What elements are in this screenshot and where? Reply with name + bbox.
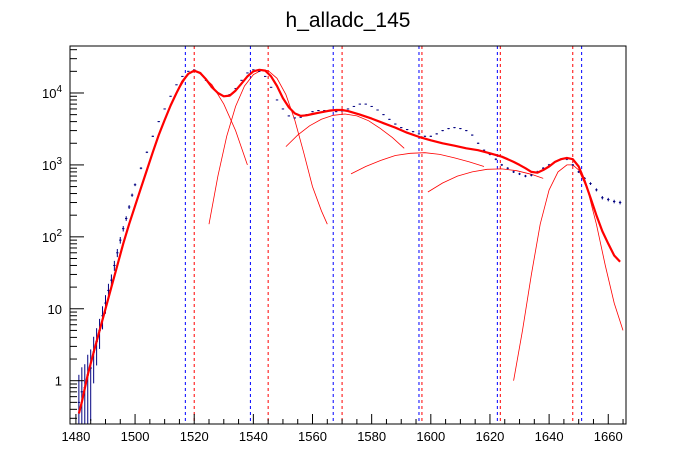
histogram-point-99	[607, 197, 610, 202]
fit-component-3	[350, 152, 485, 175]
histogram-point-50	[317, 110, 320, 112]
x-tick-label-8: 1640	[535, 429, 564, 444]
histogram-point-57	[358, 103, 362, 105]
histogram-point-76	[471, 134, 474, 136]
x-tick-label-7: 1620	[475, 429, 504, 444]
histogram-point-73	[453, 127, 456, 129]
histogram-point-13	[116, 249, 119, 258]
histogram-point-17	[127, 205, 131, 209]
histogram-point-85	[524, 174, 527, 178]
histogram-point-66	[411, 131, 415, 133]
histogram-point-93	[571, 163, 574, 166]
histogram-point-67	[417, 133, 421, 135]
chart-title: h_alladc_145	[286, 9, 411, 32]
histogram-point-84	[518, 172, 521, 176]
histogram-point-24	[163, 108, 166, 110]
fit-total-line	[77, 68, 621, 414]
fit-component-2	[285, 113, 405, 149]
histogram-point-12	[113, 260, 116, 271]
x-axis: 1480 1500 1520 1540 1560 1580 1600 1620 1640 1660	[61, 414, 624, 444]
histogram-point-3	[86, 354, 89, 424]
histogram-point-75	[465, 130, 468, 132]
histogram-point-55	[346, 108, 350, 110]
histogram-point-37	[240, 79, 243, 81]
histogram-point-22	[151, 135, 155, 137]
y-tick-label-3: 103	[42, 156, 62, 173]
histogram-point-20	[139, 167, 143, 170]
histogram-point-21	[145, 151, 149, 154]
histogram-point-101	[618, 200, 622, 205]
histogram-point-45	[287, 115, 291, 117]
histogram-point-65	[405, 129, 409, 131]
histogram-points	[77, 69, 622, 424]
histogram-point-15	[122, 226, 125, 232]
histogram-point-62	[388, 118, 391, 120]
histogram-point-83	[512, 170, 515, 174]
histogram-point-19	[133, 183, 137, 187]
histogram-point-60	[376, 109, 379, 111]
histogram-point-63	[394, 123, 397, 125]
histogram-point-5	[92, 336, 95, 384]
histogram-point-42	[269, 86, 273, 88]
histogram-point-96	[589, 182, 592, 185]
histogram-point-72	[447, 128, 450, 130]
histogram-point-100	[612, 199, 616, 204]
fit-component-0	[93, 70, 248, 353]
histogram-point-43	[275, 99, 279, 101]
histogram-point-98	[601, 196, 604, 200]
histogram-point-69	[429, 135, 433, 137]
histogram-point-74	[459, 128, 462, 130]
histogram-point-68	[423, 135, 427, 137]
y-tick-label-2: 102	[42, 228, 62, 245]
x-tick-label-3: 1540	[239, 429, 268, 444]
histogram-point-14	[119, 237, 122, 244]
y-axis: 1 10 102 103 104	[42, 49, 84, 419]
histogram-point-0	[77, 374, 81, 424]
histogram-point-81	[500, 163, 503, 166]
histogram-point-70	[435, 133, 438, 135]
x-tick-label-4: 1560	[298, 429, 327, 444]
histogram-point-86	[530, 174, 533, 177]
histogram-point-44	[281, 108, 285, 110]
histogram-point-58	[364, 103, 367, 105]
histogram-point-46	[293, 117, 296, 119]
histogram-point-59	[370, 105, 373, 107]
histogram-point-77	[476, 142, 480, 144]
x-tick-label-9: 1660	[594, 429, 623, 444]
x-tick-label-2: 1520	[180, 429, 209, 444]
x-tick-label-0: 1480	[61, 429, 90, 444]
histogram-point-64	[400, 127, 403, 129]
y-tick-label-0: 1	[55, 374, 62, 389]
y-tick-label-1: 10	[48, 302, 62, 317]
histogram-point-1	[80, 367, 84, 424]
x-tick-label-5: 1580	[357, 429, 386, 444]
histogram-point-82	[506, 167, 509, 170]
histogram-point-53	[334, 111, 338, 113]
x-tick-label-1: 1500	[121, 429, 150, 444]
histogram-point-71	[441, 130, 444, 132]
peak-marker-lines	[184, 46, 583, 424]
histogram-point-18	[130, 193, 134, 197]
fit-total	[77, 68, 621, 414]
histogram-point-97	[595, 188, 598, 192]
fit-components	[93, 69, 624, 381]
histogram-point-26	[175, 84, 178, 86]
fit-component-1	[208, 69, 328, 225]
plot-frame	[69, 45, 627, 425]
histogram-point-16	[124, 216, 128, 221]
histogram-point-61	[382, 114, 385, 116]
histogram-point-23	[157, 121, 160, 123]
histogram-point-80	[494, 158, 498, 161]
histogram-point-49	[311, 111, 314, 113]
histogram-point-94	[577, 170, 580, 174]
histogram-point-25	[169, 95, 172, 97]
fit-component-5	[513, 164, 624, 381]
fit-component-4	[427, 168, 544, 193]
histogram-point-56	[352, 105, 356, 107]
x-tick-label-6: 1600	[416, 429, 445, 444]
y-tick-label-4: 104	[42, 84, 62, 101]
